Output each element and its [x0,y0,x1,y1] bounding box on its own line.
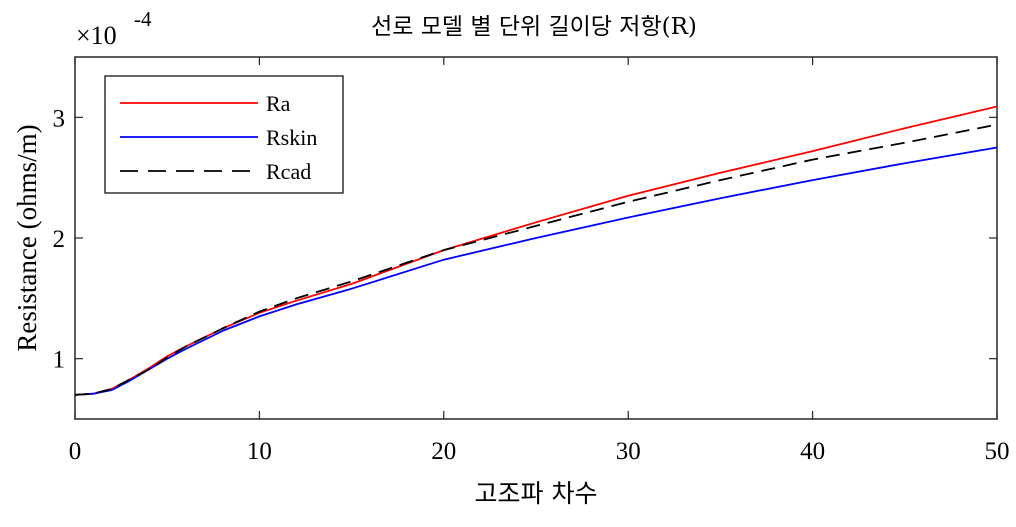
y-tick-label: 2 [53,226,66,253]
y-axis-ticks: 1 2 3 [53,105,997,374]
x-tick-label: 30 [616,438,641,465]
legend: Ra Rskin Rcad [104,75,344,194]
y-tick-label: 1 [53,347,66,374]
series-line-rcad [74,123,998,396]
series-line-rskin [74,146,998,396]
x-tick-label: 10 [247,438,272,465]
y-axis-exponent: ×10 -4 [76,7,152,50]
y-axis-label: Resistance (ohms/m) [12,124,42,351]
y-exponent-power: -4 [134,7,152,31]
x-tick-label: 0 [69,438,82,465]
legend-label-rskin: Rskin [266,125,317,150]
y-exponent-base: ×10 [76,21,117,50]
y-tick-label: 3 [53,105,66,132]
x-axis-label: 고조파 차수 [475,479,598,508]
x-tick-label: 50 [985,438,1010,465]
x-tick-label: 40 [800,438,825,465]
series-lines [74,105,998,396]
legend-label-ra: Ra [266,91,291,116]
legend-box [104,75,344,194]
legend-label-rcad: Rcad [266,159,311,184]
chart-title: 선로 모델 별 단위 길이당 저항(R) [371,14,697,40]
x-axis-ticks: 0 10 20 30 40 50 [69,57,1010,465]
x-tick-label: 20 [431,438,456,465]
